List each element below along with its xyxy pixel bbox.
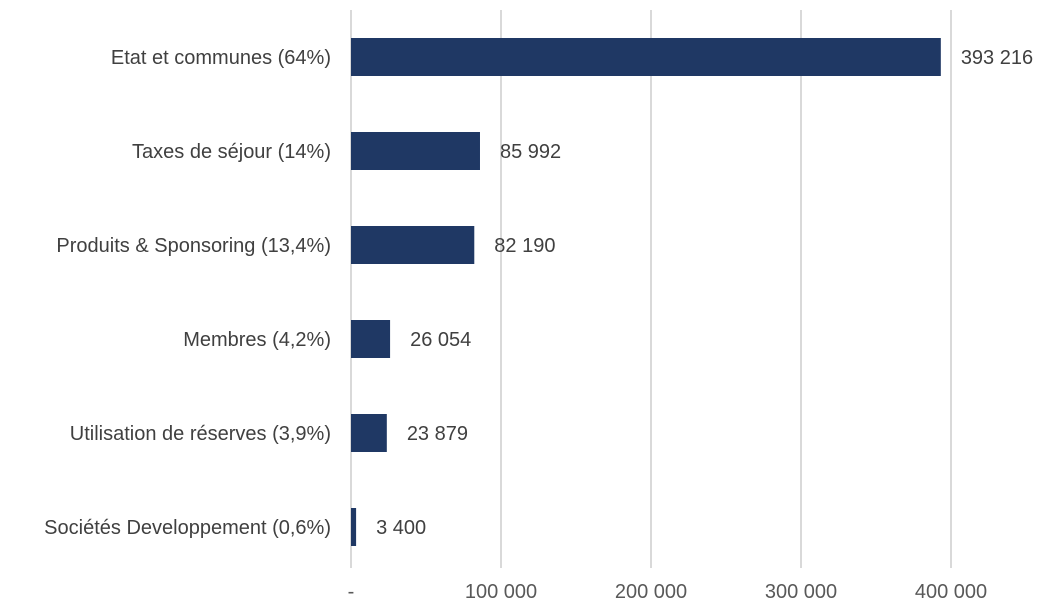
bar-1 [351, 132, 480, 170]
bars [351, 38, 941, 546]
x-tick-label-1: 100 000 [465, 581, 537, 603]
category-labels: Etat et communes (64%) Taxes de séjour (1… [44, 47, 331, 539]
x-axis-tick-labels: - 100 000 200 000 300 000 400 000 [348, 581, 987, 603]
x-tick-label-0: - [348, 581, 355, 603]
x-tick-label-2: 200 000 [615, 581, 687, 603]
bar-0 [351, 38, 941, 76]
gridlines [350, 10, 952, 568]
data-labels: 393 216 85 992 82 190 26 054 23 879 3 400 [376, 47, 1033, 539]
data-label-2: 82 190 [494, 235, 555, 257]
category-label-4: Utilisation de réserves (3,9%) [70, 423, 331, 445]
x-tick-label-4: 400 000 [915, 581, 987, 603]
category-label-3: Membres (4,2%) [183, 329, 331, 351]
bar-4 [351, 414, 387, 452]
category-label-0: Etat et communes (64%) [111, 47, 331, 69]
x-tick-label-3: 300 000 [765, 581, 837, 603]
data-label-4: 23 879 [407, 423, 468, 445]
data-label-0: 393 216 [961, 47, 1033, 69]
data-label-1: 85 992 [500, 141, 561, 163]
category-label-5: Sociétés Developpement (0,6%) [44, 517, 331, 539]
bar-5 [351, 508, 357, 546]
bar-3 [351, 320, 391, 358]
bar-2 [351, 226, 475, 264]
data-label-3: 26 054 [410, 329, 471, 351]
category-label-1: Taxes de séjour (14%) [132, 141, 331, 163]
data-label-5: 3 400 [376, 517, 426, 539]
category-label-2: Produits & Sponsoring (13,4%) [56, 235, 331, 257]
